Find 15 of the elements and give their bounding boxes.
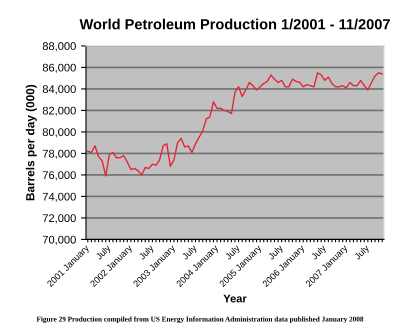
x-tick-label: July — [354, 244, 371, 262]
y-tick-label: 74,000 — [42, 192, 76, 202]
y-axis-title: Barrels per day (000) — [26, 84, 37, 200]
y-tick-label: 72,000 — [42, 214, 76, 224]
y-tick-label: 88,000 — [42, 42, 76, 52]
y-tick-label: 78,000 — [42, 150, 76, 159]
chart-title: World Petroleum Production 1/2001 - 11/2007 — [80, 18, 390, 30]
y-tick-label: 84,000 — [42, 85, 76, 94]
line-series — [87, 72, 383, 177]
y-tick-label: 86,000 — [42, 64, 76, 73]
x-axis-title: Year — [223, 294, 247, 302]
y-tick-label: 76,000 — [42, 171, 76, 180]
y-tick-label: 82,000 — [42, 106, 76, 116]
y-tick-label: 80,000 — [42, 128, 76, 138]
y-tick-label: 70,000 — [42, 236, 76, 245]
